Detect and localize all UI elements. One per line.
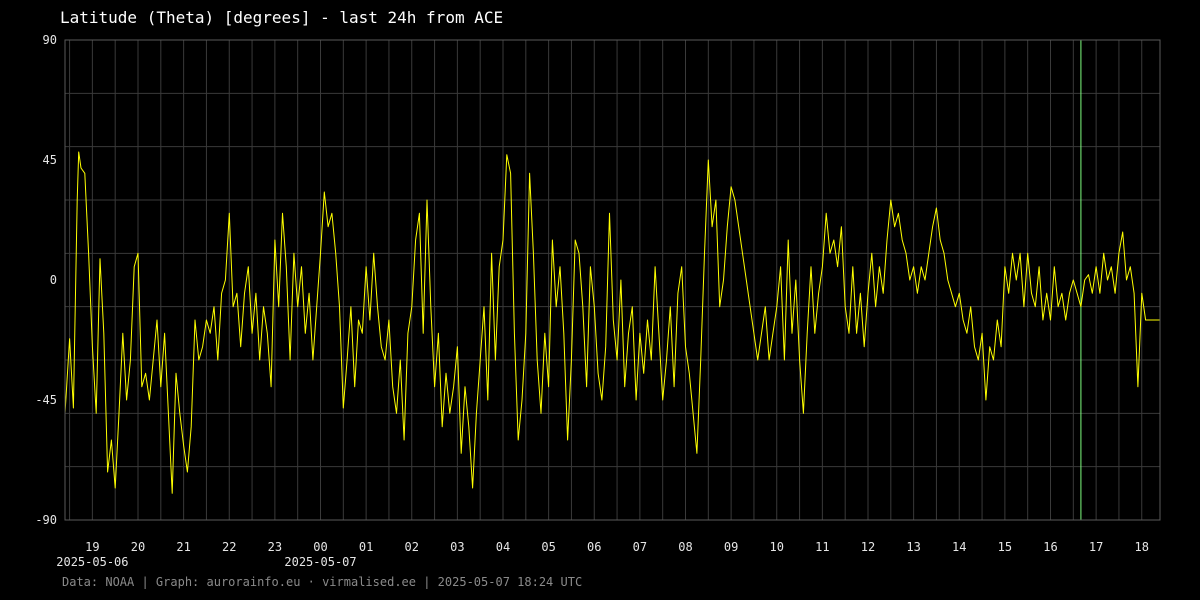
date-label: 2025-05-06 (56, 555, 128, 569)
x-tick-label: 01 (359, 540, 373, 554)
x-tick-label: 03 (450, 540, 464, 554)
x-tick-label: 08 (678, 540, 692, 554)
x-tick-label: 19 (85, 540, 99, 554)
x-tick-label: 00 (313, 540, 327, 554)
x-tick-label: 04 (496, 540, 510, 554)
plot-frame (64, 39, 1161, 521)
x-tick-label: 07 (633, 540, 647, 554)
y-tick-label: 45 (43, 153, 57, 167)
x-tick-label: 20 (131, 540, 145, 554)
y-tick-label: -45 (35, 393, 57, 407)
x-tick-label: 13 (906, 540, 920, 554)
x-tick-label: 18 (1135, 540, 1149, 554)
footer-credits: Data: NOAA | Graph: aurorainfo.eu · virm… (62, 575, 583, 589)
x-tick-label: 16 (1043, 540, 1057, 554)
y-tick-label: 0 (50, 273, 57, 287)
x-tick-label: 09 (724, 540, 738, 554)
x-tick-label: 06 (587, 540, 601, 554)
series-line (64, 151, 1160, 494)
y-tick-labels: 90 45 0 -45 -90 (35, 33, 57, 527)
x-tick-label: 02 (405, 540, 419, 554)
x-tick-label: 12 (861, 540, 875, 554)
plot-border (64, 39, 1161, 521)
x-tick-label: 14 (952, 540, 966, 554)
x-tick-label: 11 (815, 540, 829, 554)
x-tick-label: 15 (998, 540, 1012, 554)
x-tick-label: 21 (176, 540, 190, 554)
x-tick-label: 17 (1089, 540, 1103, 554)
y-tick-label: -90 (35, 513, 57, 527)
date-labels: 2025-05-06 2025-05-07 (56, 555, 356, 569)
x-tick-label: 22 (222, 540, 236, 554)
x-tick-labels: 19 20 21 22 23 00 01 02 03 04 05 06 07 08 09 10 11 12 13 14… (85, 540, 1149, 554)
series-layer (64, 151, 1160, 494)
grid-lines (65, 39, 1160, 521)
y-tick-label: 90 (43, 33, 57, 47)
x-tick-label: 10 (770, 540, 784, 554)
date-label: 2025-05-07 (284, 555, 356, 569)
x-tick-label: 23 (268, 540, 282, 554)
chart-title: Latitude (Theta) [degrees] - last 24h fr… (60, 8, 504, 27)
x-tick-label: 05 (541, 540, 555, 554)
